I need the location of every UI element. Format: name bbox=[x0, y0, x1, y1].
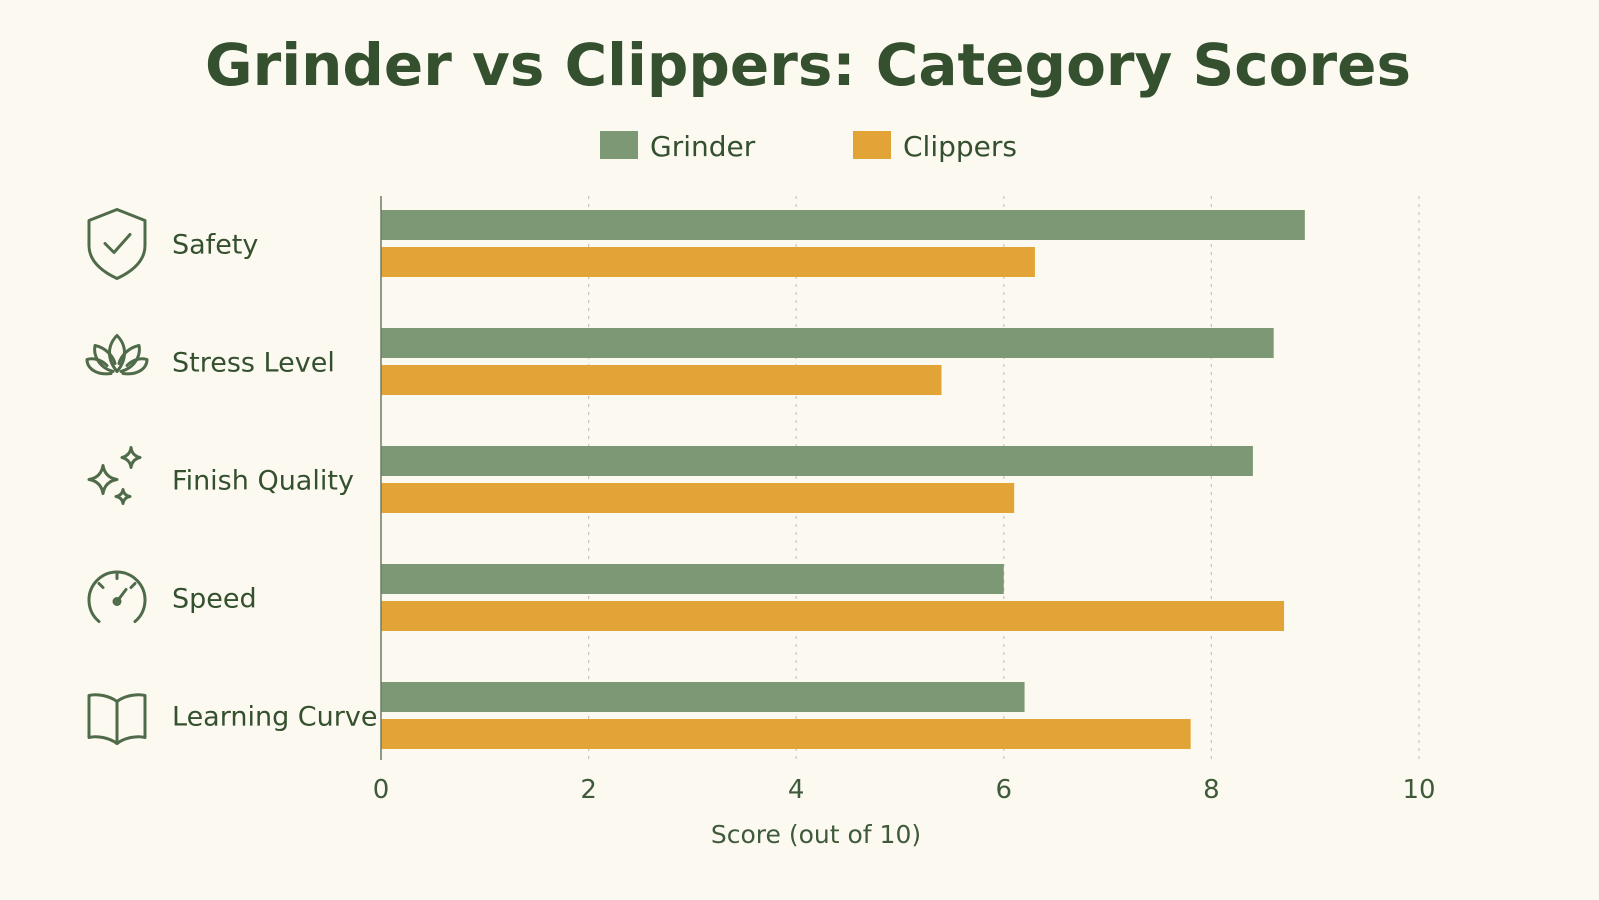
legend-swatch-grinder bbox=[600, 131, 638, 159]
x-tick-label: 10 bbox=[1402, 775, 1435, 805]
bar-grinder-learning-curve bbox=[381, 682, 1025, 712]
category-label: Safety bbox=[172, 230, 258, 261]
legend-label-clippers: Clippers bbox=[903, 130, 1017, 163]
x-tick-label: 4 bbox=[788, 775, 805, 805]
category-label: Speed bbox=[172, 584, 257, 615]
bar-grinder-stress-level bbox=[381, 328, 1274, 358]
legend: Grinder Clippers bbox=[600, 130, 1017, 163]
bar-clippers-finish-quality bbox=[381, 483, 1015, 513]
gridlines bbox=[587, 196, 1420, 760]
legend-label-grinder: Grinder bbox=[650, 130, 756, 163]
speedometer-icon bbox=[87, 570, 147, 623]
category-icons bbox=[85, 208, 149, 745]
open-book-icon bbox=[87, 693, 147, 745]
x-tick-label: 0 bbox=[373, 775, 390, 805]
x-tick-label: 8 bbox=[1203, 775, 1220, 805]
bar-grinder-finish-quality bbox=[381, 446, 1253, 476]
chart-title: Grinder vs Clippers: Category Scores bbox=[205, 31, 1411, 99]
bar-grinder-safety bbox=[381, 210, 1305, 240]
bars bbox=[381, 210, 1305, 749]
x-axis-ticks: 0 2 4 6 8 10 bbox=[373, 775, 1436, 805]
legend-swatch-clippers bbox=[853, 131, 891, 159]
x-tick-label: 2 bbox=[580, 775, 597, 805]
bar-clippers-learning-curve bbox=[381, 719, 1191, 749]
shield-check-icon bbox=[87, 208, 147, 280]
category-label: Stress Level bbox=[172, 348, 335, 379]
category-label: Finish Quality bbox=[172, 466, 354, 497]
category-labels: Safety Stress Level Finish Quality Speed Lea… bbox=[172, 230, 377, 733]
bar-clippers-speed bbox=[381, 601, 1285, 631]
bar-grinder-speed bbox=[381, 564, 1004, 594]
bar-clippers-stress-level bbox=[381, 365, 942, 395]
sparkles-icon bbox=[87, 446, 142, 505]
x-axis-title: Score (out of 10) bbox=[711, 820, 921, 849]
bar-clippers-safety bbox=[381, 247, 1035, 277]
x-tick-label: 6 bbox=[996, 775, 1013, 805]
lotus-icon bbox=[85, 334, 149, 376]
category-label: Learning Curve bbox=[172, 702, 377, 733]
